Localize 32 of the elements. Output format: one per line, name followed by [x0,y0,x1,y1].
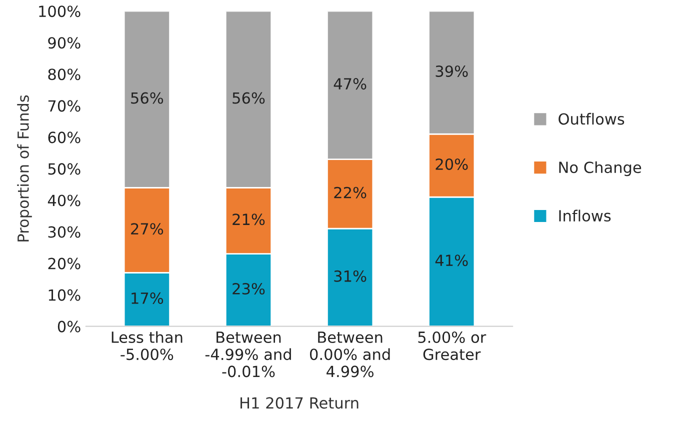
data-label: 31% [334,270,366,282]
y-axis-title: Proportion of Funds [17,95,32,242]
data-label: 21% [232,214,265,226]
y-tick-label: 70% [48,100,80,112]
data-label: 39% [436,65,468,78]
x-tick-label: 5.00% or Greater [418,331,486,360]
y-tick-label: 50% [48,163,80,175]
y-tick-label: 100% [39,6,80,18]
data-label: 56% [232,92,265,104]
data-label: 27% [131,223,164,235]
y-tick-label: 80% [48,68,80,80]
data-label: 23% [232,282,265,295]
y-tick-label: 40% [48,194,80,206]
y-tick-label: 30% [48,226,80,238]
y-tick-label: 60% [48,132,80,144]
y-tick-label: 20% [48,258,80,270]
data-label: 47% [334,78,366,90]
data-label: 22% [334,186,366,198]
x-tick-label: Between -4.99% and -0.01% [205,332,291,378]
y-tick-label: 90% [48,37,80,49]
data-label: 17% [132,292,164,304]
y-tick-label: 0% [58,320,80,332]
legend-label: Outflows [558,112,624,125]
x-axis-title: H1 2017 Return [240,397,358,409]
x-tick-label: Less than -5.00% [112,331,182,360]
data-label: 41% [435,254,468,266]
legend-label: No Change [559,161,642,176]
legend-label: Inflows [559,210,611,222]
x-tick-label: Between 0.00% and 4.99% [310,332,390,378]
data-label: 56% [131,92,164,104]
y-tick-label: 10% [48,289,80,301]
data-label: 20% [436,158,468,170]
